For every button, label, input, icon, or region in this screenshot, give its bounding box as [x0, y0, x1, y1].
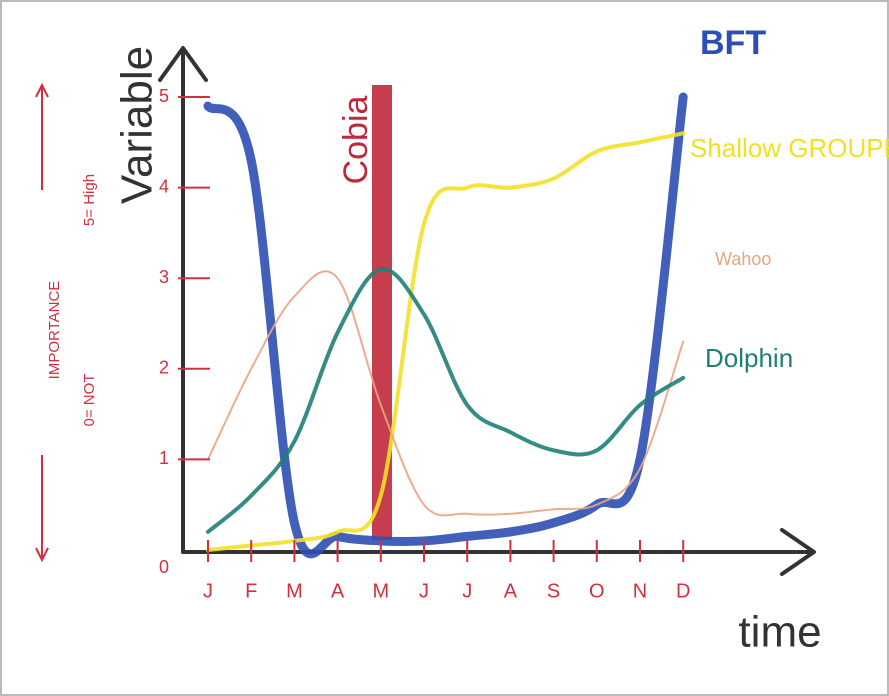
x-tick-label: A	[331, 580, 345, 602]
importance-high: 5= High	[81, 174, 98, 226]
x-tick-label: M	[372, 580, 389, 602]
series-line	[206, 267, 686, 534]
y-tick-label: 2	[159, 358, 169, 378]
importance-arrows	[35, 82, 49, 563]
series-label: Shallow GROUPER	[690, 133, 889, 163]
cobia-band	[372, 85, 392, 540]
x-axis-label: time	[738, 608, 821, 657]
y-tick-label: 3	[159, 267, 169, 287]
x-tick-label: J	[462, 580, 472, 602]
axes	[158, 46, 816, 576]
y-tick-label: 5	[159, 86, 169, 106]
cobia-label: Cobia	[337, 95, 375, 184]
x-tick-label: F	[245, 580, 257, 602]
importance-label: IMPORTANCE	[46, 281, 63, 380]
series-label: Wahoo	[715, 249, 771, 269]
x-tick-label: J	[203, 580, 213, 602]
series-label: BFT	[700, 24, 766, 62]
x-tick-label: D	[676, 580, 690, 602]
importance-note: IMPORTANCE 0= NOT 5= High	[35, 82, 98, 563]
series-line	[207, 270, 685, 517]
x-tick-label: A	[504, 580, 518, 602]
x-tick-label: O	[589, 580, 605, 602]
y-tick-label: 0	[159, 557, 169, 577]
x-tick-label: N	[633, 580, 647, 602]
x-tick-label: M	[286, 580, 303, 602]
importance-low: 0= NOT	[81, 374, 98, 427]
x-arrow	[780, 528, 816, 576]
x-tick-label: S	[547, 580, 560, 602]
y-tick-label: 4	[159, 176, 169, 196]
y-axis-label: Variable	[113, 46, 162, 204]
y-tick-label: 1	[159, 448, 169, 468]
y-arrow	[158, 46, 208, 82]
x-tick-label: J	[419, 580, 429, 602]
series-label: Dolphin	[705, 343, 793, 373]
